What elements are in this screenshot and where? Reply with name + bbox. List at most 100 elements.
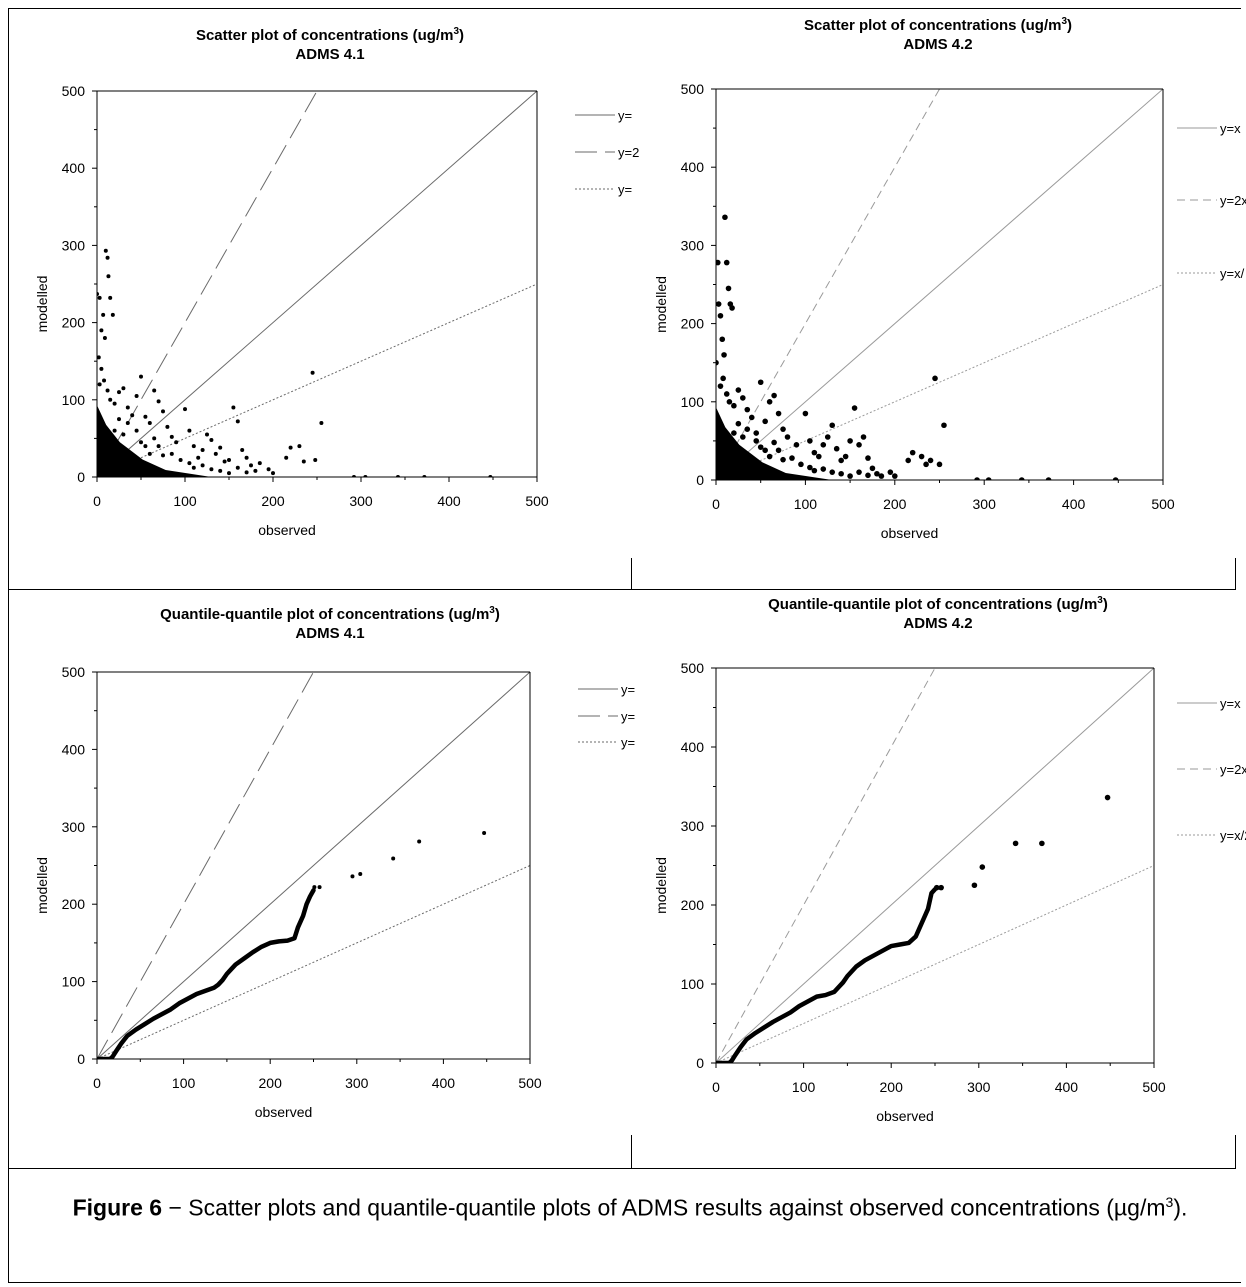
data-point (102, 378, 107, 383)
data-point (125, 405, 130, 410)
data-point (97, 382, 102, 387)
chart-title: Scatter plot of concentrations (ug/m3) (804, 16, 1072, 34)
data-point (110, 312, 115, 317)
data-point (753, 430, 760, 436)
data-point (165, 424, 170, 429)
legend-label: y= (621, 682, 635, 697)
y-tick-label: 300 (681, 237, 705, 253)
data-point (358, 872, 363, 877)
y-tick-label: 400 (62, 741, 86, 757)
chart-title-sup: 3 (453, 26, 459, 37)
data-point (802, 410, 809, 417)
data-point (1039, 840, 1045, 847)
legend-label: y=2x (1220, 762, 1246, 777)
data-point (1018, 477, 1025, 480)
data-point (865, 455, 871, 461)
chart-qq-adms41: Quantile-quantile plot of concentrations… (0, 589, 635, 1168)
data-point (869, 465, 876, 472)
figure-frame (8, 8, 1241, 1283)
y-tick-label: 400 (681, 159, 705, 175)
y-tick-label: 100 (681, 976, 705, 992)
y-axis-label: modelled (34, 276, 50, 333)
data-point (716, 359, 719, 366)
y-tick-label: 0 (77, 1051, 85, 1067)
y-tick-label: 100 (62, 392, 86, 408)
data-point (874, 470, 880, 477)
x-tick-label: 200 (883, 496, 907, 512)
data-point (196, 455, 201, 460)
data-point (117, 390, 121, 395)
legend-label: y= (618, 182, 632, 197)
data-point (938, 884, 944, 891)
x-tick-label: 0 (93, 1075, 101, 1091)
data-point (793, 442, 800, 448)
data-point (191, 465, 196, 470)
x-tick-label: 500 (518, 1075, 542, 1091)
chart-subtitle: ADMS 4.1 (295, 46, 364, 63)
legend-label: y= (621, 709, 635, 724)
data-point (847, 473, 853, 479)
y-tick-label: 200 (681, 316, 705, 332)
data-point (313, 458, 318, 463)
data-point (923, 461, 929, 468)
data-point (985, 477, 992, 480)
data-point (717, 383, 724, 389)
data-point (301, 459, 306, 464)
data-point (187, 461, 192, 466)
data-point (731, 402, 737, 409)
data-point (878, 473, 885, 479)
data-point (740, 395, 746, 401)
data-point (105, 388, 110, 393)
data-point (766, 453, 773, 460)
data-point (905, 457, 912, 464)
data-point (856, 442, 862, 448)
qq-curve (97, 888, 316, 1059)
data-point (102, 336, 107, 341)
chart-qq-adms42: Quantile-quantile plot of concentrations… (632, 589, 1246, 1168)
data-point (139, 374, 143, 379)
data-point (266, 467, 271, 472)
data-point (209, 467, 214, 472)
data-point (108, 295, 113, 300)
data-point (312, 885, 317, 890)
x-tick-label: 200 (261, 493, 285, 509)
x-tick-label: 500 (525, 493, 549, 509)
data-point (227, 471, 231, 476)
data-point (235, 465, 240, 470)
data-point (722, 214, 728, 221)
ref-line-y=x/2 (716, 284, 1163, 480)
chart-title-sup: 3 (1061, 16, 1067, 27)
data-point (249, 463, 253, 468)
data-point (851, 405, 858, 411)
data-point (775, 447, 782, 454)
x-tick-label: 300 (973, 496, 997, 512)
data-point (860, 434, 867, 440)
data-point (719, 336, 726, 343)
data-point (319, 420, 324, 425)
tick-divider (1235, 558, 1236, 590)
y-tick-label: 400 (62, 160, 86, 176)
data-point (253, 468, 258, 473)
data-point (156, 399, 161, 404)
x-tick-label: 500 (1151, 496, 1175, 512)
data-point (130, 413, 135, 418)
y-tick-label: 300 (681, 818, 705, 834)
data-point (847, 438, 853, 444)
y-tick-label: 300 (62, 237, 86, 253)
data-point (838, 470, 844, 477)
data-point (417, 839, 422, 844)
data-point (178, 458, 183, 463)
data-point (798, 461, 804, 468)
data-point (748, 414, 755, 421)
chart-title-sup: 3 (489, 605, 495, 616)
y-axis-label: modelled (34, 857, 50, 914)
tick-divider (631, 558, 632, 590)
data-point (97, 295, 102, 300)
data-point (979, 864, 986, 870)
data-point (807, 464, 813, 471)
chart-scatter-adms42: Scatter plot of concentrations (ug/m3) AD… (632, 0, 1246, 589)
ref-line-y=x/2 (716, 865, 1154, 1063)
chart-svg: Quantile-quantile plot of concentrations… (34, 605, 635, 1120)
data-point (139, 440, 143, 445)
data-point (105, 255, 110, 260)
